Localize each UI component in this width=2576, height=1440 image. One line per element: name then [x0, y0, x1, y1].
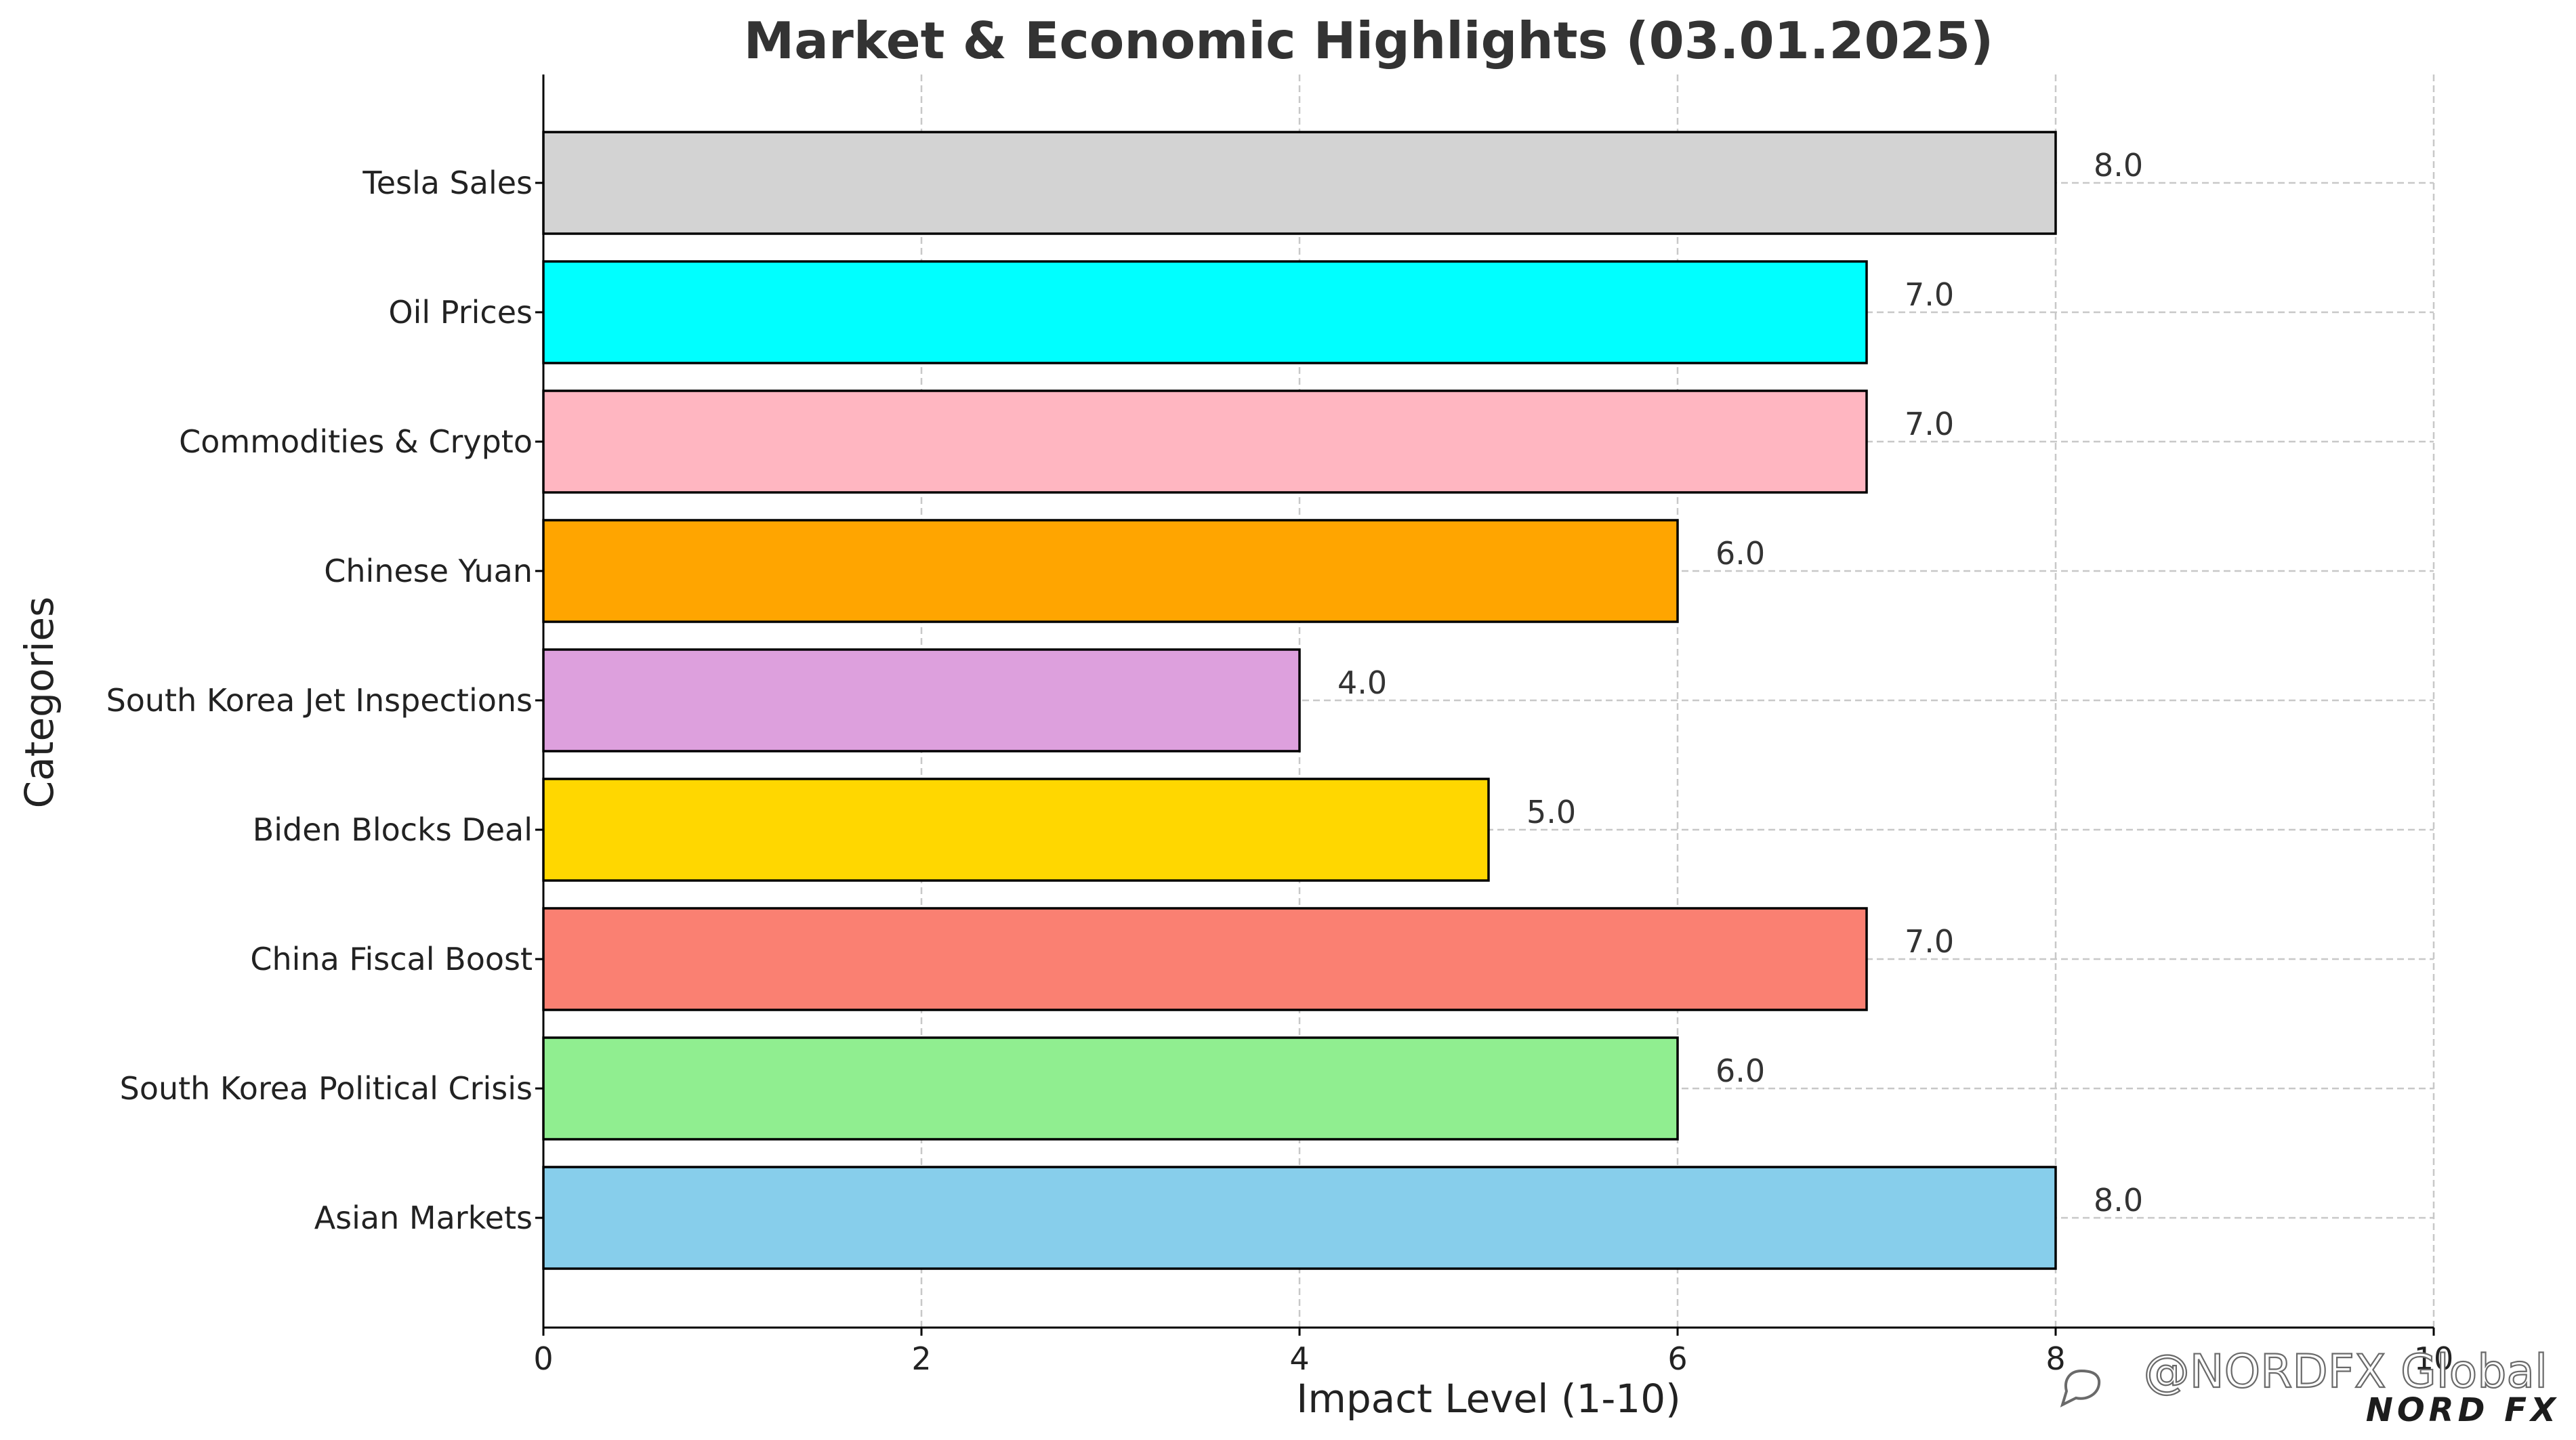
bar-value-label: 8.0 [2094, 147, 2143, 184]
bar [542, 260, 1868, 364]
category-label: China Fiscal Boost [250, 941, 533, 977]
x-tick-label: 8 [2045, 1340, 2065, 1377]
category-label: South Korea Political Crisis [120, 1070, 533, 1107]
bar-value-label: 7.0 [1905, 276, 1954, 313]
bar-value-label: 7.0 [1905, 923, 1954, 960]
category-label: Biden Blocks Deal [253, 811, 533, 848]
bar [542, 907, 1868, 1011]
bar [542, 1036, 1679, 1141]
brand-logo: NORD FX [2366, 1391, 2560, 1429]
bar [542, 1166, 2057, 1270]
bar [542, 131, 2057, 235]
x-axis-ticks: 0 2 4 6 8 10 [533, 1328, 2453, 1377]
category-label: Commodities & Crypto [179, 423, 533, 460]
category-label: South Korea Jet Inspections [106, 682, 533, 719]
x-axis-label: Impact Level (1-10) [1296, 1376, 1680, 1422]
bar-value-label: 5.0 [1526, 794, 1576, 830]
x-tick-label: 4 [1289, 1340, 1309, 1377]
x-tick-label: 10 [2414, 1340, 2454, 1377]
category-label: Asian Markets [314, 1200, 533, 1236]
chart-title: Market & Economic Highlights (03.01.2025… [744, 11, 1994, 70]
watermark: @NORDFX Global NORD FX [2060, 1344, 2560, 1429]
y-axis-categories: Asian Markets South Korea Political Crisi… [106, 165, 533, 1236]
category-label: Tesla Sales [362, 165, 533, 201]
category-label: Oil Prices [388, 294, 533, 331]
watermark-handle: @NORDFX Global [2144, 1345, 2548, 1399]
bar-value-label: 7.0 [1905, 406, 1954, 442]
bar-value-label: 6.0 [1716, 1053, 1765, 1089]
bar-value-label: 6.0 [1716, 535, 1765, 572]
bar [542, 389, 1868, 494]
bar [542, 519, 1679, 623]
category-label: Chinese Yuan [324, 553, 533, 589]
bar [542, 778, 1490, 882]
y-axis-label: Categories [16, 597, 62, 809]
bars [542, 131, 2057, 1270]
x-tick-label: 2 [911, 1340, 931, 1377]
bar-value-label: 4.0 [1337, 664, 1387, 701]
value-labels: 8.0 6.0 7.0 5.0 4.0 6.0 7.0 7.0 8.0 [1337, 147, 2143, 1219]
x-tick-label: 6 [1667, 1340, 1687, 1377]
x-tick-label: 0 [533, 1340, 553, 1377]
bar-value-label: 8.0 [2094, 1182, 2143, 1219]
axes [535, 75, 2434, 1329]
bar [542, 648, 1301, 753]
chat-bubble-icon [2060, 1369, 2101, 1407]
